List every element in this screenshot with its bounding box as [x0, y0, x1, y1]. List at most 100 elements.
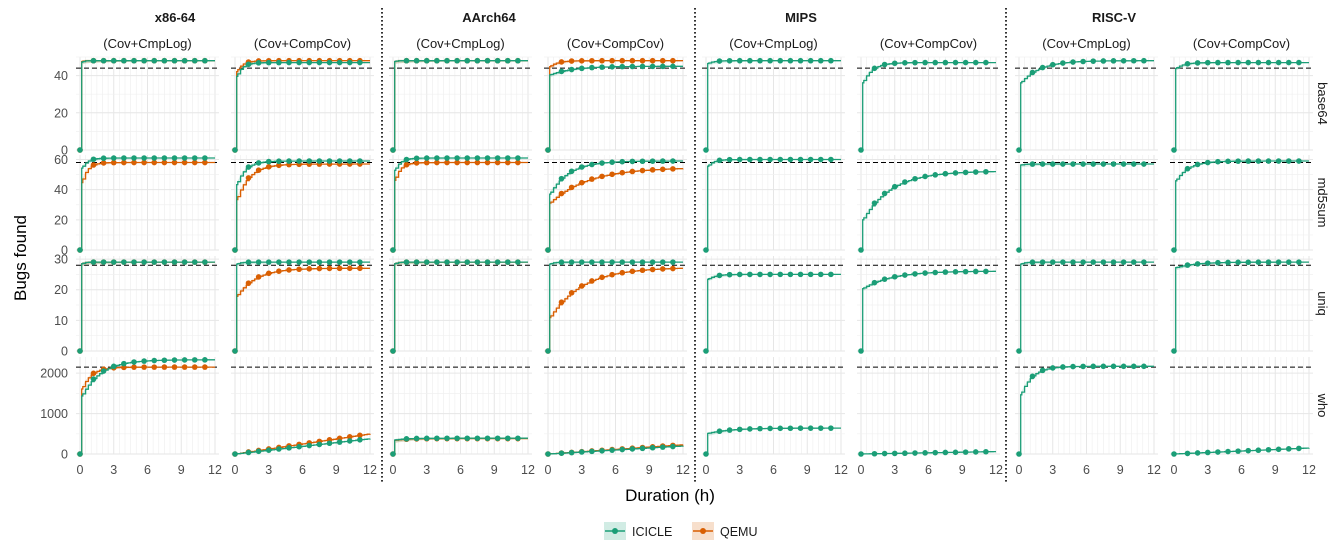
series-point: [1275, 446, 1282, 453]
series-point: [670, 265, 676, 272]
series-point: [858, 451, 864, 457]
series-point: [983, 448, 989, 455]
series-point: [515, 159, 521, 166]
series-point: [390, 247, 396, 253]
series-point: [464, 57, 471, 64]
series-point: [1265, 59, 1272, 66]
facet-arch-label: MIPS: [785, 10, 817, 25]
series-point: [191, 57, 198, 64]
series-point: [390, 348, 396, 354]
series-point: [474, 155, 481, 161]
series-point: [316, 265, 323, 272]
series-point: [171, 364, 178, 370]
series-point: [599, 259, 605, 265]
series-point: [787, 271, 794, 278]
series-point: [346, 59, 353, 66]
series-point: [306, 259, 313, 265]
y-axis-title: Bugs found: [11, 215, 30, 301]
series-point: [932, 59, 939, 66]
series-point: [670, 259, 676, 265]
series-point: [336, 158, 343, 164]
series-point: [609, 57, 615, 64]
series-point: [494, 155, 501, 161]
series-point: [736, 426, 743, 433]
series-point: [599, 160, 605, 166]
series-point: [767, 271, 773, 278]
series-point: [403, 57, 410, 64]
series-point: [90, 370, 97, 377]
series-point: [346, 259, 353, 265]
series-point: [494, 57, 501, 64]
series-point: [767, 425, 773, 432]
series-point: [807, 57, 814, 64]
series-point: [423, 259, 430, 265]
series-point: [346, 265, 353, 272]
series-point: [413, 259, 420, 265]
series-point: [1070, 363, 1076, 370]
series-point: [1225, 158, 1231, 165]
series-point: [434, 57, 440, 64]
x-tick-label: 0: [858, 463, 865, 477]
series-point: [629, 268, 636, 275]
series-point: [464, 259, 471, 265]
x-tick-label: 9: [804, 463, 811, 477]
series-point: [1285, 259, 1292, 265]
series-point: [444, 259, 450, 265]
series-point: [131, 159, 137, 166]
series-point: [1275, 59, 1282, 66]
series-point: [932, 172, 939, 178]
series-point: [202, 364, 208, 370]
series-point: [1080, 363, 1086, 370]
series-point: [286, 59, 292, 66]
series-point: [1130, 363, 1137, 370]
series-point: [558, 190, 565, 197]
facet-arch-label: AArch64: [462, 10, 516, 25]
x-tick-label: 6: [299, 463, 306, 477]
series-point: [515, 435, 521, 442]
series-point: [639, 158, 646, 165]
series-point: [972, 59, 979, 66]
series-point: [983, 168, 989, 175]
series-point: [747, 271, 753, 278]
series-point: [255, 167, 262, 173]
series-point: [972, 169, 979, 175]
series-point: [131, 364, 137, 370]
x-tick-label: 0: [77, 463, 84, 477]
y-tick-label: 0: [61, 448, 68, 462]
series-point: [1110, 161, 1117, 167]
series-point: [454, 435, 460, 442]
series-point: [77, 348, 83, 354]
series-point: [558, 450, 565, 456]
series-point: [1029, 373, 1036, 380]
series-point: [589, 161, 595, 168]
series-point: [609, 271, 615, 278]
x-tick-label: 0: [545, 463, 552, 477]
series-point: [484, 155, 491, 161]
series-point: [817, 271, 824, 278]
series-point: [1090, 161, 1097, 167]
series-point: [276, 158, 282, 165]
series-point: [1049, 161, 1056, 167]
series-point: [1235, 59, 1241, 66]
x-tick-label: 0: [390, 463, 397, 477]
series-point: [276, 446, 282, 452]
series-point: [1255, 158, 1262, 164]
series-point: [817, 156, 824, 163]
series-point: [1110, 363, 1117, 370]
series-point: [767, 156, 773, 163]
series-point: [599, 447, 605, 454]
series-point: [629, 63, 636, 70]
series-point: [1100, 363, 1107, 370]
series-point: [932, 269, 939, 276]
legend-label: QEMU: [720, 525, 758, 539]
y-tick-label: 20: [54, 106, 68, 120]
series-point: [1060, 259, 1066, 265]
series-point: [494, 159, 501, 166]
series-point: [807, 156, 814, 163]
y-tick-label: 20: [54, 213, 68, 227]
series-point: [787, 57, 794, 64]
series-point: [232, 147, 238, 153]
series-point: [1130, 161, 1137, 167]
series-point: [276, 268, 282, 274]
series-point: [1130, 57, 1137, 64]
